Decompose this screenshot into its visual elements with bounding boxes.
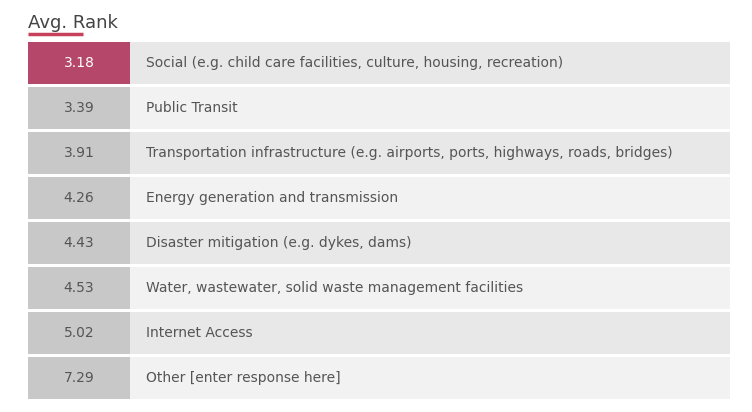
Bar <box>28 177 730 219</box>
Bar <box>28 42 130 84</box>
Text: Energy generation and transmission: Energy generation and transmission <box>146 191 398 205</box>
Bar <box>28 177 130 219</box>
Text: 4.26: 4.26 <box>64 191 94 205</box>
Text: Other [enter response here]: Other [enter response here] <box>146 371 341 385</box>
Bar <box>28 222 730 264</box>
Bar <box>28 42 730 84</box>
Text: Water, wastewater, solid waste management facilities: Water, wastewater, solid waste managemen… <box>146 281 523 295</box>
Bar <box>28 312 130 354</box>
Text: Internet Access: Internet Access <box>146 326 253 340</box>
Text: Disaster mitigation (e.g. dykes, dams): Disaster mitigation (e.g. dykes, dams) <box>146 236 411 250</box>
Bar <box>28 132 130 174</box>
Text: Social (e.g. child care facilities, culture, housing, recreation): Social (e.g. child care facilities, cult… <box>146 56 563 70</box>
Text: Avg. Rank: Avg. Rank <box>28 14 118 32</box>
Text: Public Transit: Public Transit <box>146 101 238 115</box>
Text: 4.43: 4.43 <box>64 236 94 250</box>
Bar <box>28 267 730 309</box>
Bar <box>28 222 130 264</box>
Text: 3.91: 3.91 <box>64 146 95 160</box>
Bar <box>28 312 730 354</box>
Text: 3.39: 3.39 <box>64 101 94 115</box>
Bar <box>28 357 730 399</box>
Text: 4.53: 4.53 <box>64 281 94 295</box>
Text: 3.18: 3.18 <box>64 56 95 70</box>
Text: 5.02: 5.02 <box>64 326 94 340</box>
Bar <box>28 267 130 309</box>
Bar <box>28 87 730 129</box>
Text: 7.29: 7.29 <box>64 371 94 385</box>
Bar <box>28 132 730 174</box>
Text: Transportation infrastructure (e.g. airports, ports, highways, roads, bridges): Transportation infrastructure (e.g. airp… <box>146 146 672 160</box>
Bar <box>28 357 130 399</box>
Bar <box>28 87 130 129</box>
